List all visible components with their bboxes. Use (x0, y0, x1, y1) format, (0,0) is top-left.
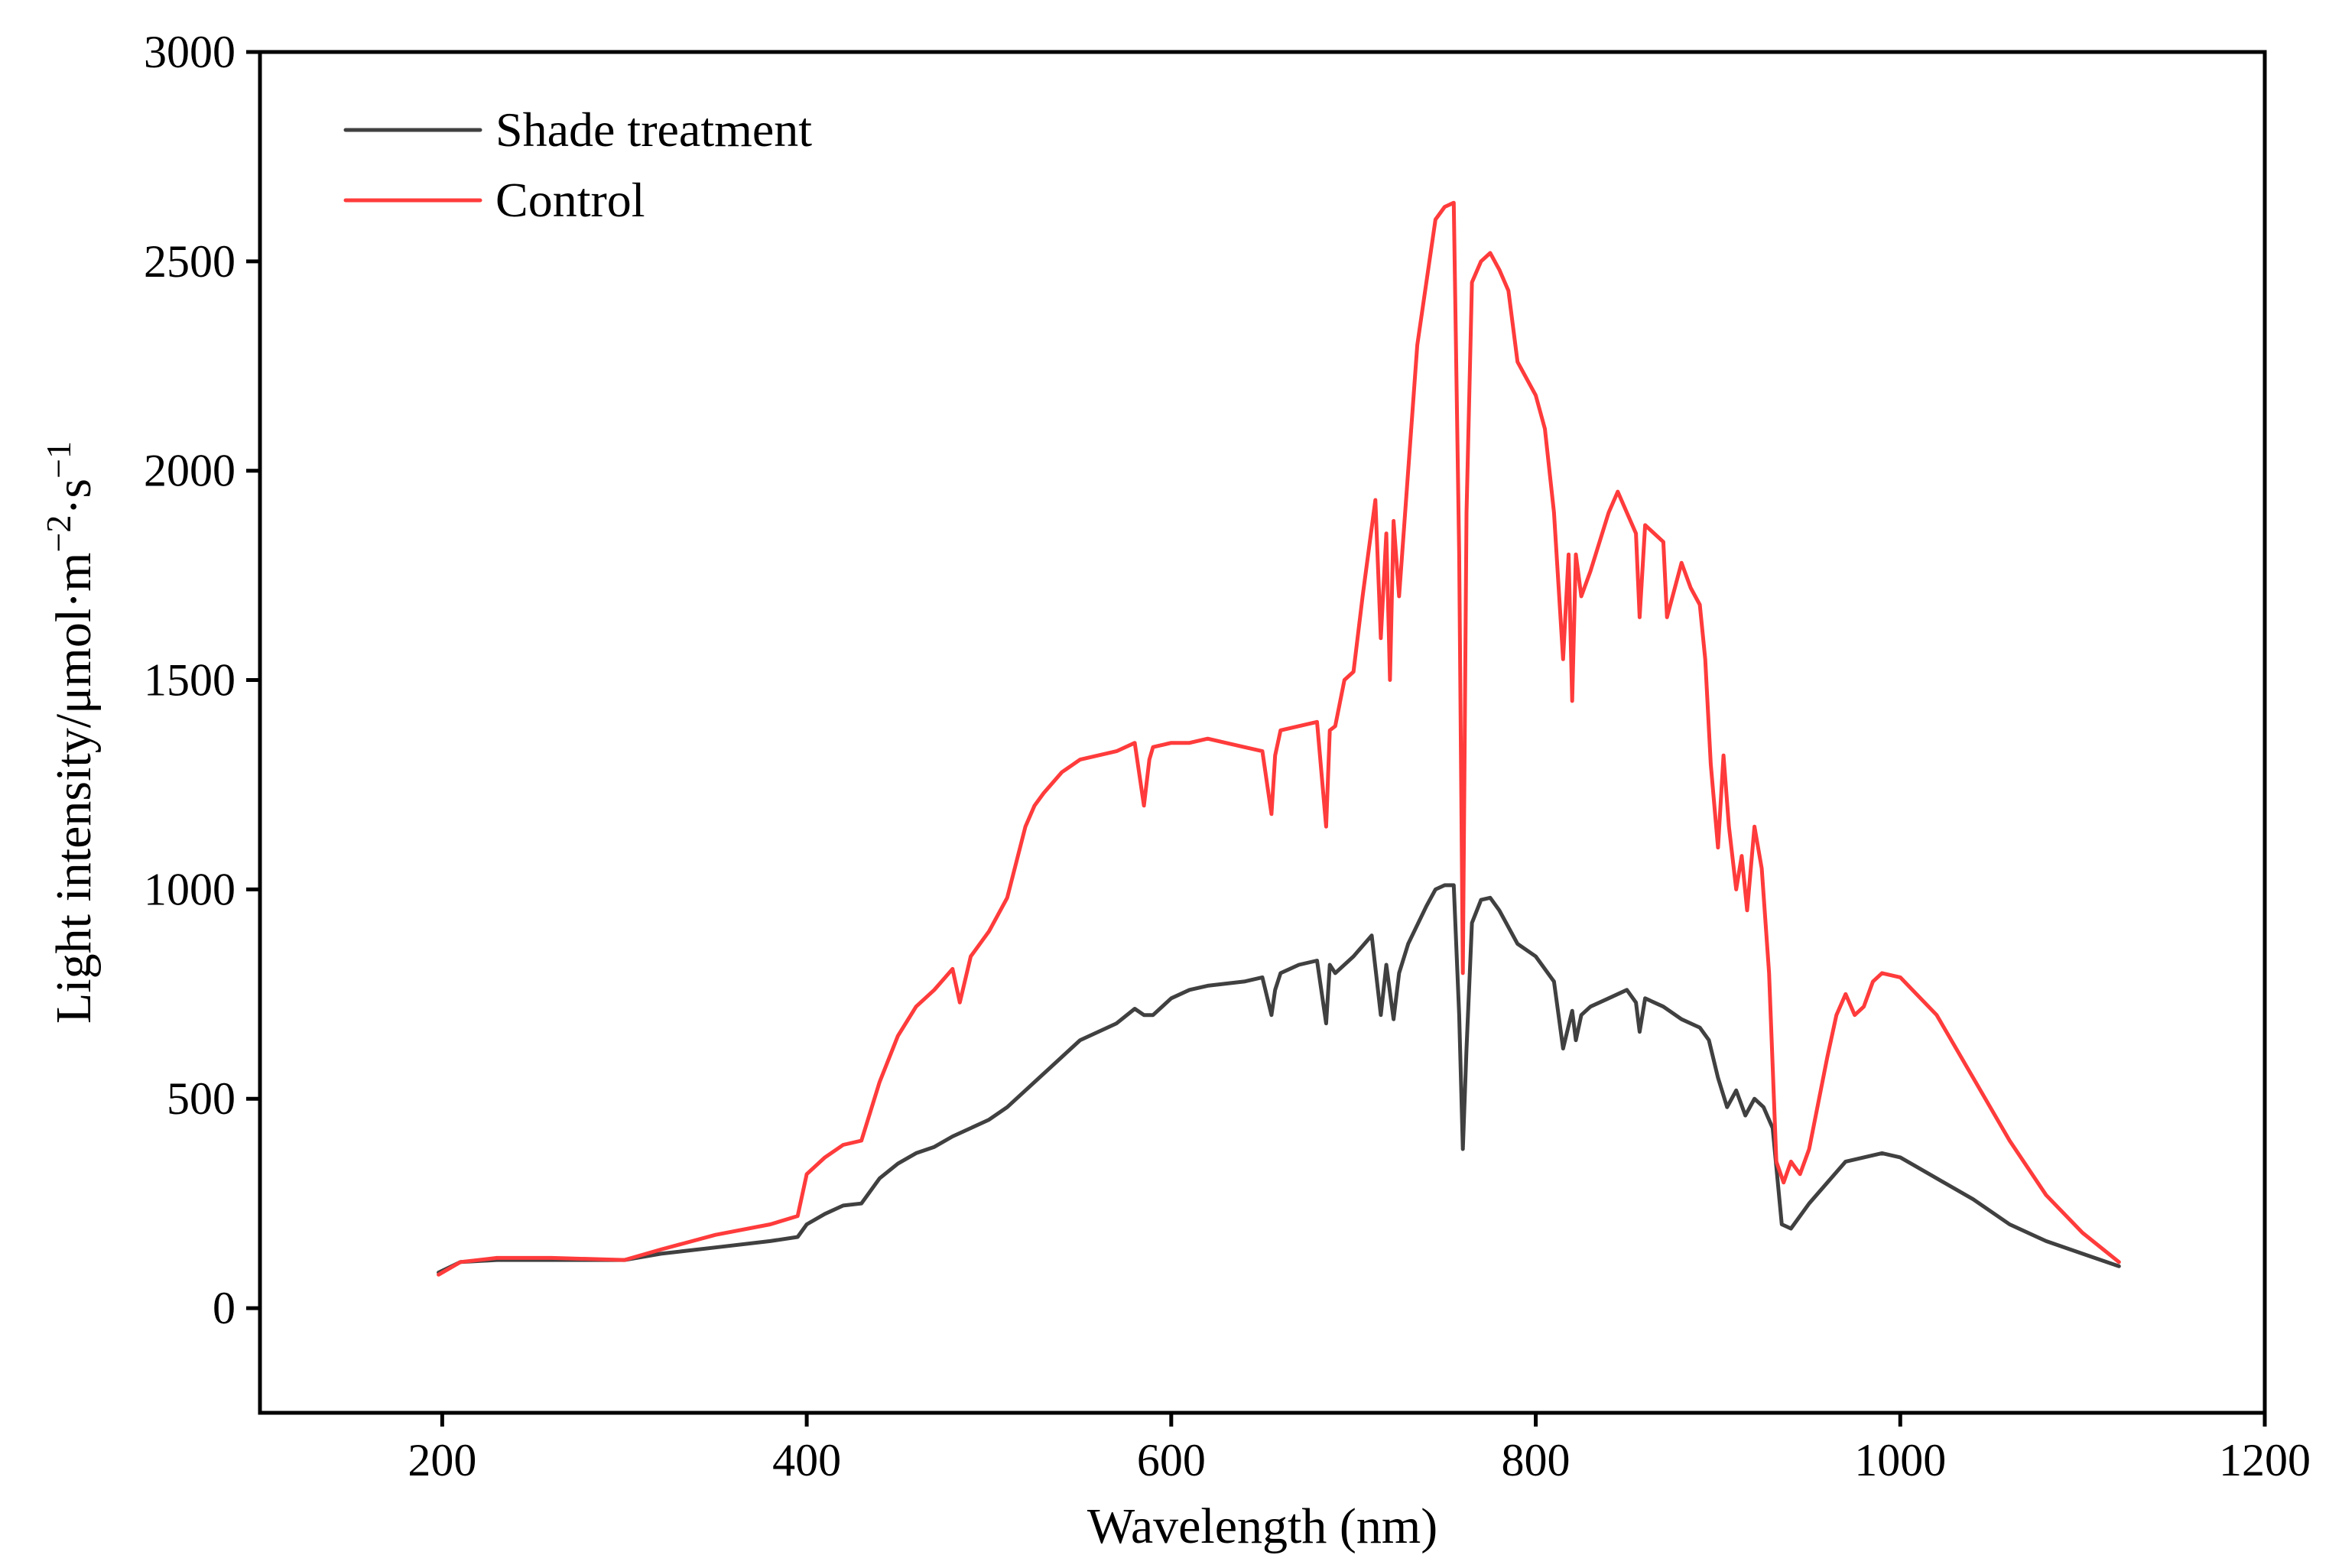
legend: Shade treatment Control (343, 102, 812, 227)
legend-label-shade-treatment: Shade treatment (495, 102, 812, 157)
y-tick-label: 2500 (144, 236, 235, 287)
y-tick-label: 1000 (144, 864, 235, 914)
plot-frame (258, 50, 2267, 1415)
y-tick-label: 0 (213, 1283, 235, 1333)
series-line-shade-treatment (437, 883, 2121, 1274)
y-tick-label: 500 (167, 1073, 235, 1124)
x-tick-label: 1000 (1854, 1435, 1946, 1485)
y-axis-title-exp-1: −2 (39, 515, 78, 553)
x-axis-title: Wavelength (nm) (1087, 1498, 1437, 1554)
x-tick-label: 200 (408, 1435, 476, 1485)
y-tick-label: 2000 (144, 446, 235, 496)
y-axis-title-main: Light intensity/μmol·m (46, 553, 102, 1024)
y-axis-title-exp-2: −1 (39, 441, 78, 479)
x-tick-label: 800 (1502, 1435, 1571, 1485)
x-tick-label: 400 (772, 1435, 841, 1485)
x-tick-label: 600 (1137, 1435, 1206, 1485)
y-tick-label: 3000 (144, 27, 235, 77)
y-axis-title: Light intensity/μmol·m−2·s−1 (39, 441, 102, 1024)
y-tick-label: 1500 (144, 655, 235, 706)
plot-area (437, 200, 2121, 1277)
series-line-control (437, 200, 2121, 1277)
y-axis-title-mid: ·s (46, 479, 102, 515)
legend-label-control: Control (495, 173, 645, 227)
axis-ticks: 200 400 600 800 1000 1200 0 500 1000 1500 2000 2500… (144, 27, 2311, 1485)
x-tick-label: 1200 (2219, 1435, 2311, 1485)
